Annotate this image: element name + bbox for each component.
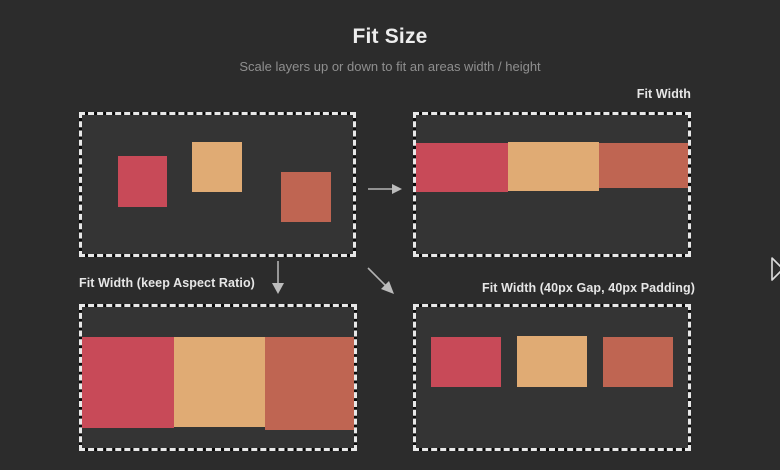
layer-rect-tan [192, 142, 242, 192]
layer-rect-terracotta [603, 337, 673, 387]
page-subtitle: Scale layers up or down to fit an areas … [239, 59, 541, 74]
layer-rect-tan [517, 336, 587, 387]
layer-rect-terracotta [281, 172, 331, 222]
fit-width-aspect-area [79, 304, 357, 451]
layer-rect-tan [174, 337, 265, 427]
page-title: Fit Size [352, 25, 428, 48]
layer-rect-tan [508, 142, 599, 191]
layer-rect-red [118, 156, 167, 207]
next-slide-icon[interactable] [770, 257, 780, 283]
layer-rect-red [416, 143, 508, 192]
panel-label-fit-width-gap: Fit Width (40px Gap, 40px Padding) [481, 281, 695, 295]
fit-width-gap-area [413, 304, 691, 451]
arrow-right-icon [368, 184, 402, 194]
arrow-diagonal-icon [367, 267, 394, 294]
panel-label-fit-width: Fit Width [636, 87, 691, 101]
panel-label-fit-width-aspect: Fit Width (keep Aspect Ratio) [79, 276, 255, 290]
layer-rect-red [431, 337, 501, 387]
layer-rect-red [82, 337, 174, 428]
arrow-down-icon [272, 261, 284, 294]
layer-rect-terracotta [599, 143, 688, 188]
source-area [79, 112, 356, 257]
layer-rect-terracotta [265, 337, 354, 430]
fit-width-area [413, 112, 691, 257]
